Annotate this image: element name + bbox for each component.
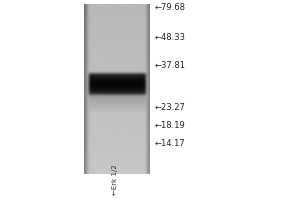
Text: ←14.17: ←14.17	[154, 138, 185, 148]
Text: ←37.81: ←37.81	[154, 60, 185, 70]
Text: ←48.33: ←48.33	[154, 32, 185, 42]
Text: ←Erk 1/2: ←Erk 1/2	[112, 165, 118, 195]
Text: ←79.68: ←79.68	[154, 3, 185, 12]
Bar	[0, 174, 300, 200]
Text: ←23.27: ←23.27	[154, 102, 185, 112]
Bar	[150, 0, 300, 200]
Text: ←18.19: ←18.19	[154, 120, 185, 130]
Bar	[0, 0, 84, 200]
